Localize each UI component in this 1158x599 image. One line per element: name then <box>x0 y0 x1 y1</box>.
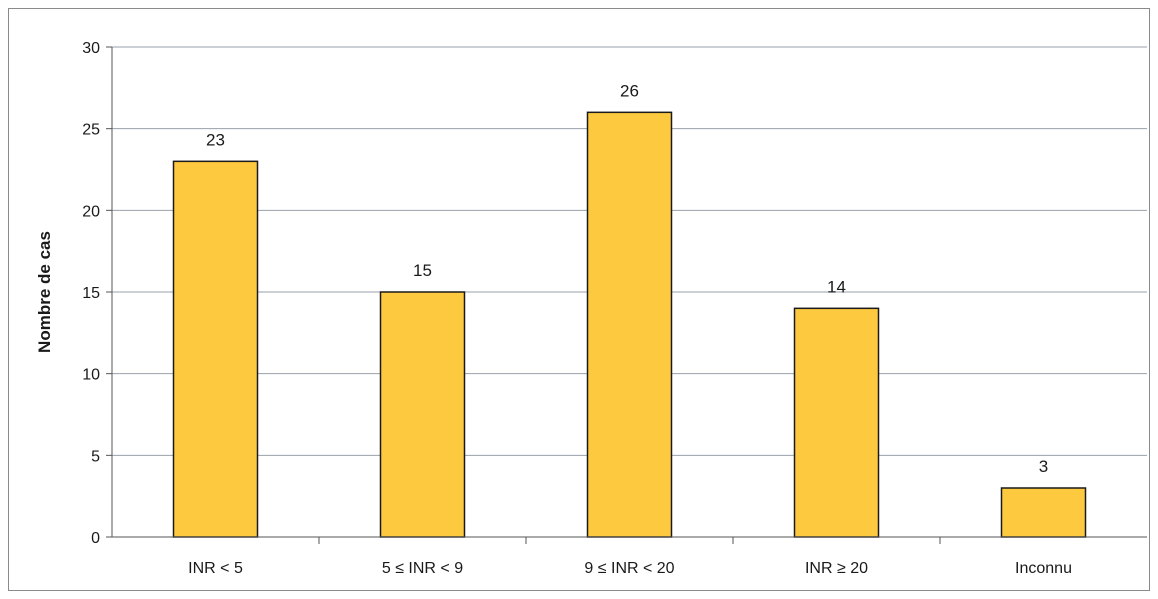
bar <box>1000 487 1087 538</box>
data-label: 3 <box>1039 457 1048 476</box>
bar <box>586 111 673 538</box>
x-tick-label: 5 ≤ INR < 9 <box>382 560 463 577</box>
data-label: 14 <box>827 277 846 296</box>
x-tick-label: Inconnu <box>1015 560 1072 577</box>
bar <box>172 160 259 538</box>
data-label: 26 <box>620 81 639 100</box>
y-tick-label: 20 <box>82 203 100 220</box>
y-tick-label: 5 <box>91 448 100 465</box>
bars <box>172 111 1087 538</box>
y-tick-label: 10 <box>82 367 100 384</box>
axes <box>106 46 1147 544</box>
labels: 0 5 10 15 20 25 30 INR < 5 23 5 ≤ INR < 9 15 9 ≤ IN… <box>82 40 1072 577</box>
x-tick-label: 9 ≤ INR < 20 <box>584 560 674 577</box>
bar <box>793 307 880 538</box>
x-tick-label: INR ≥ 20 <box>805 560 868 577</box>
y-tick-label: 30 <box>82 40 100 57</box>
y-tick-label: 25 <box>82 122 100 139</box>
y-tick-label: 0 <box>91 530 100 547</box>
data-label: 23 <box>206 130 225 149</box>
x-tick-label: INR < 5 <box>188 560 243 577</box>
y-tick-label: 15 <box>82 285 100 302</box>
data-label: 15 <box>413 261 432 280</box>
y-axis-title: Nombre de cas <box>35 231 54 353</box>
bar <box>379 291 466 538</box>
